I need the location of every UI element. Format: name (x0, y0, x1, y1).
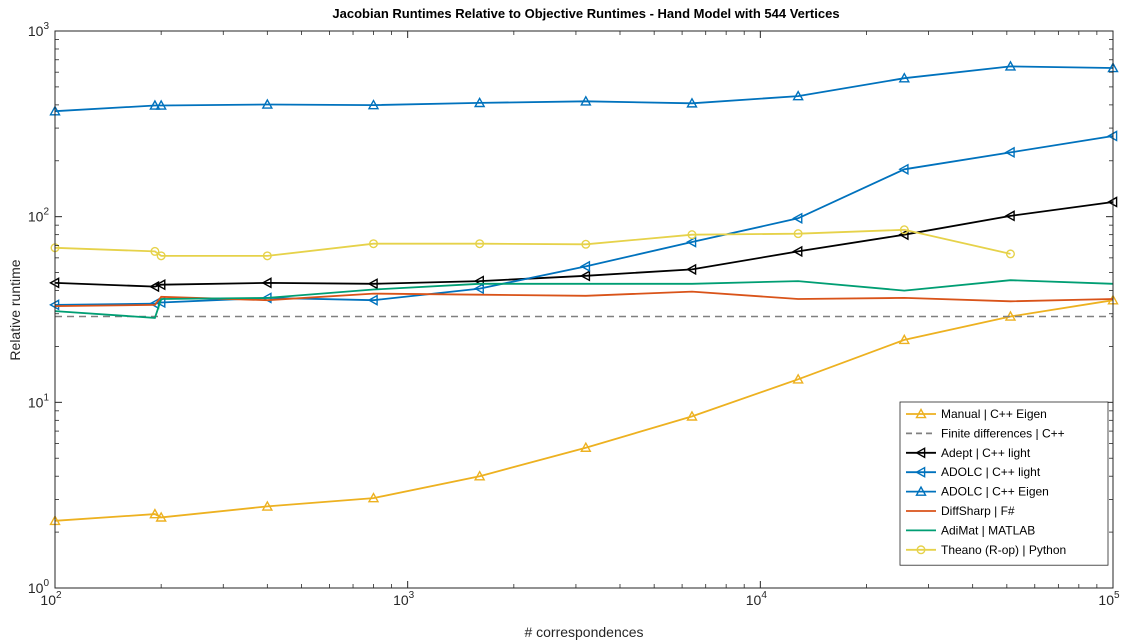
data-point (367, 99, 380, 110)
legend-item: Adept | C++ light (906, 446, 1031, 460)
data-point (155, 279, 166, 291)
legend-label: DiffSharp | F# (941, 504, 1015, 518)
legend-label: Finite differences | C++ (941, 426, 1065, 440)
data-point (155, 99, 167, 110)
data-point (148, 280, 160, 293)
series-line-adolc-c-eigen (54, 65, 1114, 113)
series-line-adept-c-light (54, 201, 1114, 288)
series-line-adimat-matlab (54, 279, 1114, 319)
y-tick-label: 103 (28, 21, 50, 39)
data-point (149, 99, 161, 110)
legend-item: AdiMat | MATLAB (906, 523, 1035, 537)
series-manual-c-eigen (49, 294, 1119, 526)
data-point (793, 229, 803, 239)
data-point (792, 245, 803, 258)
legend-item: Manual | C++ Eigen (906, 407, 1047, 421)
series-line-manual-c-eigen (54, 299, 1114, 522)
data-point (579, 270, 591, 282)
data-point (261, 277, 272, 289)
data-point (686, 97, 698, 108)
data-point (792, 373, 804, 384)
data-point (1004, 146, 1015, 159)
data-point (150, 246, 160, 256)
data-point (149, 508, 161, 519)
data-point (686, 410, 698, 421)
series-adolc-c-eigen (49, 60, 1119, 116)
data-point (1005, 249, 1015, 259)
legend: Manual | C++ Eigen Finite differences | C… (899, 401, 1109, 566)
data-point (580, 441, 592, 452)
data-point (898, 333, 910, 345)
y-tick-label: 102 (28, 207, 50, 225)
axes-layer (54, 30, 1114, 589)
series-theano-r-op-python (50, 225, 1015, 261)
legend-label: ADOLC | C++ light (941, 465, 1041, 479)
data-point (792, 212, 803, 224)
data-point (473, 96, 486, 108)
legend-label: Adept | C++ light (941, 446, 1031, 460)
data-point (367, 492, 380, 503)
data-point (261, 500, 274, 511)
x-tick-label: 104 (746, 590, 768, 608)
data-point (579, 260, 591, 273)
x-axis-label: # correspondences (524, 624, 643, 640)
chart-title: Jacobian Runtimes Relative to Objective … (332, 6, 839, 21)
data-point (792, 90, 804, 101)
legend-label: ADOLC | C++ Eigen (941, 485, 1049, 499)
data-point (261, 98, 274, 109)
series-line-diffsharp-f (54, 290, 1114, 307)
data-point (367, 294, 378, 306)
data-point (686, 263, 697, 276)
data-point (473, 470, 486, 481)
series-layer (49, 60, 1119, 526)
legend-marker (915, 447, 926, 459)
data-point (687, 230, 697, 240)
legend-marker (916, 545, 926, 555)
x-tick-label: 102 (40, 590, 62, 608)
legend-label: Manual | C++ Eigen (941, 407, 1047, 421)
series-diffsharp-f (54, 290, 1114, 307)
data-point (368, 239, 378, 249)
data-point (262, 251, 272, 261)
x-tick-label: 103 (393, 590, 415, 608)
legend-marker (915, 408, 927, 419)
data-point (156, 251, 166, 261)
data-point (580, 95, 592, 106)
legend-label: Theano (R-op) | Python (941, 543, 1066, 557)
y-tick-label: 101 (28, 392, 50, 410)
legend-box (899, 401, 1109, 566)
series-adept-c-light (49, 196, 1118, 293)
data-point (1004, 210, 1015, 222)
data-point (898, 163, 909, 175)
data-point (155, 511, 167, 522)
legend-marker (915, 466, 926, 478)
legend-marker (915, 485, 927, 496)
legend-item: Finite differences | C++ (906, 426, 1065, 440)
data-point (899, 225, 909, 235)
data-point (473, 282, 484, 295)
ticks-layer: 102 103 104 105 100 101 102 103 (28, 21, 1120, 608)
data-point (898, 72, 910, 83)
y-axis-label: Relative runtime (7, 259, 23, 360)
data-point (1004, 60, 1017, 71)
x-tick-label: 105 (1098, 590, 1120, 608)
axes-box (54, 30, 1114, 589)
legend-item: DiffSharp | F# (906, 504, 1015, 518)
data-point (367, 278, 378, 290)
series-adimat-matlab (54, 279, 1114, 319)
series-line-theano-r-op-python (54, 228, 1011, 257)
legend-item: Theano (R-op) | Python (906, 543, 1066, 557)
legend-item: ADOLC | C++ Eigen (906, 485, 1049, 499)
y-tick-label: 100 (28, 578, 50, 596)
legend-item: ADOLC | C++ light (906, 465, 1041, 479)
data-point (898, 228, 909, 241)
legend-label: AdiMat | MATLAB (941, 523, 1035, 537)
data-point (581, 239, 591, 249)
data-point (686, 236, 697, 248)
data-point (475, 239, 485, 249)
